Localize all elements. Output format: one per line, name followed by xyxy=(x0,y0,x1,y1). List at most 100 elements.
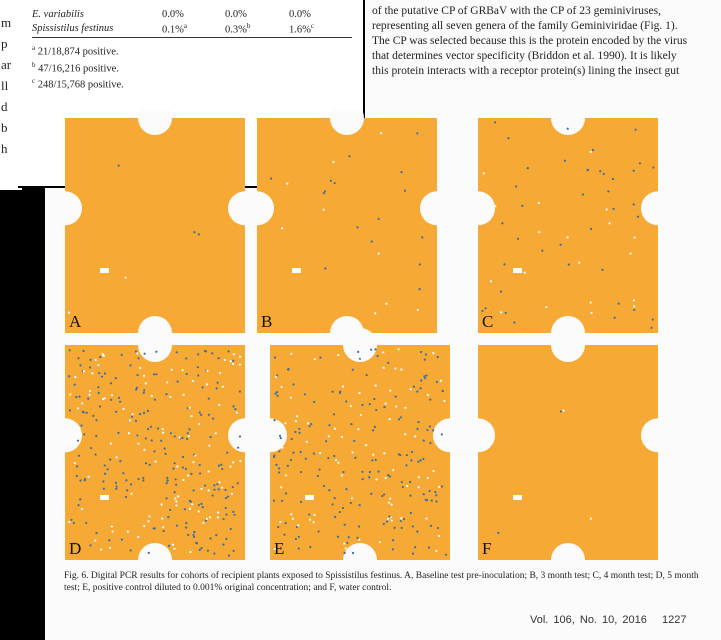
droplet xyxy=(420,387,422,389)
droplet xyxy=(352,369,354,371)
droplet xyxy=(650,327,652,329)
droplet xyxy=(157,427,159,429)
droplet xyxy=(383,523,385,525)
footer: Vol. 106, No. 10, 2016 1227 xyxy=(530,614,687,626)
droplet xyxy=(77,407,79,409)
droplet xyxy=(195,542,197,544)
droplet xyxy=(406,485,408,487)
droplet xyxy=(182,479,184,481)
panel-label: A xyxy=(69,312,82,331)
droplet xyxy=(239,356,241,358)
text-line: that determines vector specificity (Brid… xyxy=(372,49,712,64)
droplet xyxy=(568,264,570,266)
droplet xyxy=(420,351,422,353)
droplet xyxy=(369,471,371,473)
droplet xyxy=(275,376,277,378)
droplet xyxy=(147,410,149,412)
droplet xyxy=(358,392,360,394)
chip-notch xyxy=(420,191,454,225)
droplet xyxy=(388,515,390,517)
droplet xyxy=(81,508,83,510)
chip-notch xyxy=(551,328,585,362)
droplet xyxy=(177,380,179,382)
droplet xyxy=(69,409,71,411)
chip-notch xyxy=(461,418,495,452)
cell-text: 0.0% xyxy=(289,9,311,20)
droplet xyxy=(194,454,196,456)
droplet xyxy=(209,436,211,438)
droplet xyxy=(652,318,654,320)
droplet xyxy=(432,429,434,431)
droplet xyxy=(79,364,81,366)
droplet xyxy=(334,182,336,184)
droplet xyxy=(94,453,96,455)
droplet xyxy=(151,395,153,397)
droplet xyxy=(560,410,562,412)
droplet xyxy=(177,495,179,497)
droplet xyxy=(172,544,174,546)
droplet xyxy=(110,399,112,401)
droplet xyxy=(145,437,147,439)
droplet xyxy=(99,356,101,358)
droplet xyxy=(403,518,405,520)
droplet xyxy=(208,470,210,472)
droplet xyxy=(287,465,289,467)
droplet xyxy=(169,396,171,398)
droplet xyxy=(104,473,106,475)
pcr-chip xyxy=(257,118,437,333)
droplet xyxy=(111,394,113,396)
droplet xyxy=(352,355,354,357)
panel-label: C xyxy=(482,312,493,331)
footnote-mark: b xyxy=(32,61,36,69)
droplet xyxy=(567,128,569,130)
footnotes: a 21/18,874 positive.b 47/16,216 positiv… xyxy=(32,42,124,92)
droplet xyxy=(143,392,145,394)
droplet xyxy=(351,497,353,499)
droplet xyxy=(232,363,234,365)
droplet xyxy=(162,432,164,434)
droplet xyxy=(345,547,347,549)
droplet xyxy=(592,149,594,151)
document: mparlldbh E. variabilis0.0%0.0%0.0%Spiss… xyxy=(0,0,721,640)
droplet xyxy=(201,386,203,388)
droplet xyxy=(416,390,418,392)
droplet xyxy=(317,475,319,477)
droplet xyxy=(166,482,168,484)
droplet xyxy=(273,419,275,421)
droplet xyxy=(278,471,280,473)
droplet xyxy=(306,441,308,443)
droplet xyxy=(92,415,94,417)
droplet xyxy=(361,471,363,473)
droplet xyxy=(82,411,84,413)
droplet xyxy=(84,479,86,481)
droplet xyxy=(139,413,141,415)
droplet xyxy=(130,549,132,551)
droplet xyxy=(79,498,81,500)
droplet xyxy=(406,454,408,456)
table-cell: 1.6%c xyxy=(289,21,352,37)
droplet xyxy=(280,486,282,488)
droplet xyxy=(582,193,584,195)
droplet xyxy=(389,418,391,420)
droplet xyxy=(345,400,347,402)
droplet xyxy=(387,362,389,364)
droplet xyxy=(383,367,385,369)
droplet xyxy=(188,407,190,409)
droplet xyxy=(193,231,195,233)
droplet xyxy=(300,451,302,453)
droplet xyxy=(155,373,157,375)
text-line: representing all seven genera of the fam… xyxy=(372,19,712,34)
droplet xyxy=(354,457,356,459)
droplet xyxy=(212,494,214,496)
droplet xyxy=(172,468,174,470)
droplet xyxy=(313,401,315,403)
droplet xyxy=(420,379,422,381)
droplet xyxy=(432,470,434,472)
droplet xyxy=(431,499,433,501)
droplet xyxy=(378,471,380,473)
droplet xyxy=(81,402,83,404)
droplet xyxy=(200,547,202,549)
chip-marker xyxy=(100,268,109,273)
droplet xyxy=(74,376,76,378)
